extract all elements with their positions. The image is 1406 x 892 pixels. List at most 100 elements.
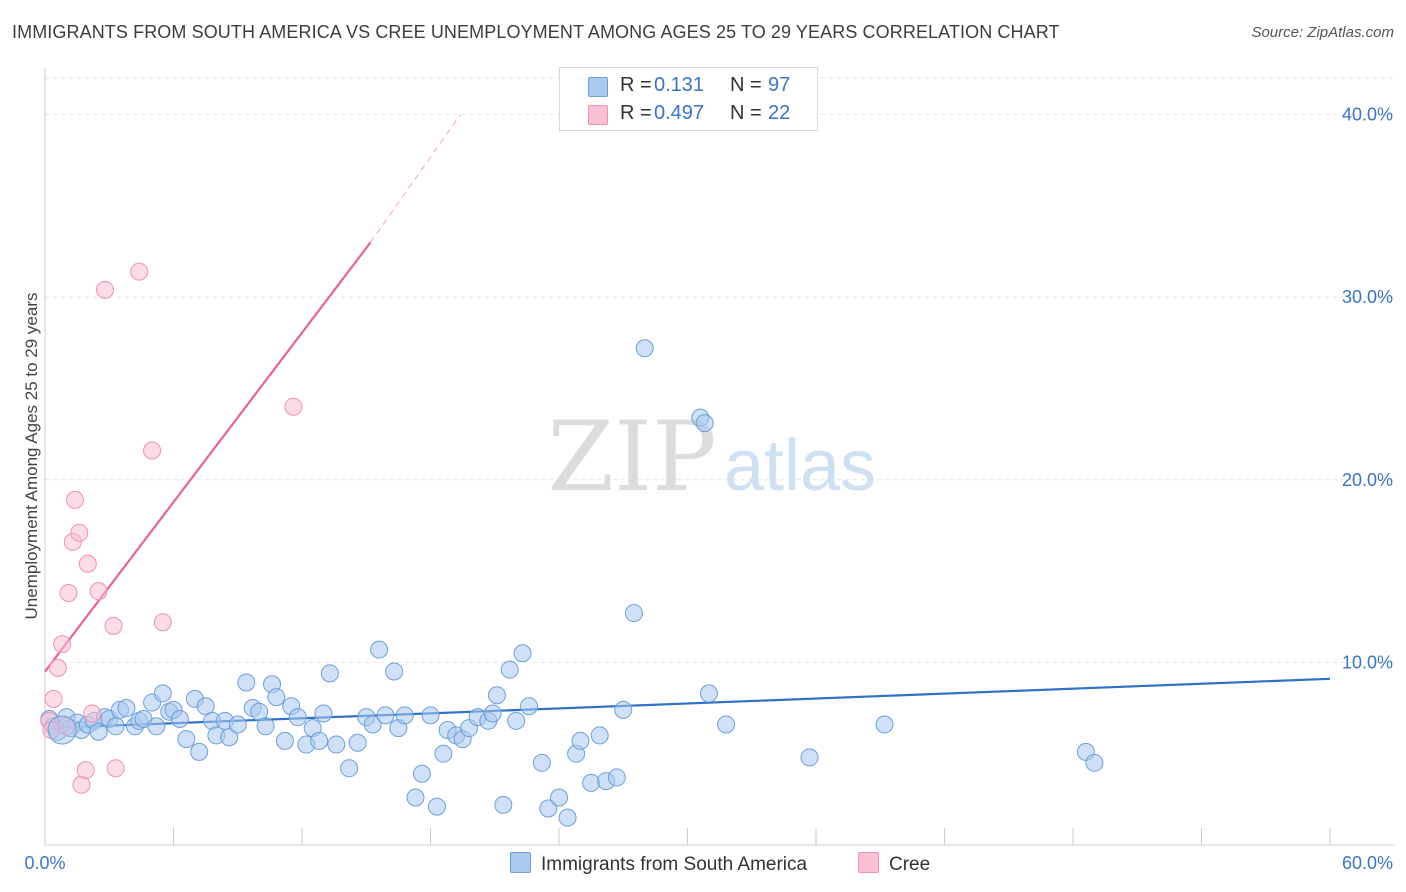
point-immigrants (190, 742, 209, 761)
point-immigrants (1085, 753, 1104, 772)
y-tick-label: 10.0% (1342, 652, 1393, 672)
legend-swatch-cree (588, 105, 608, 125)
legend-swatch-immigrants (588, 77, 608, 97)
point-immigrants (256, 717, 275, 736)
watermark-zip: ZIP (547, 401, 716, 513)
point-immigrants (395, 706, 414, 725)
legend: R = 0.131 N = 97 R = 0.497 N = 22 (559, 67, 818, 131)
legend-n-value: 22 (768, 102, 791, 124)
point-immigrants (267, 688, 286, 707)
point-cree (59, 583, 78, 602)
point-immigrants (406, 788, 425, 807)
point-immigrants (487, 686, 506, 705)
y-tick-label: 20.0% (1342, 470, 1393, 490)
point-immigrants (363, 715, 382, 734)
point-immigrants (237, 673, 256, 692)
x-tick-label: 0.0% (24, 853, 65, 873)
point-cree (44, 689, 63, 708)
point-immigrants (558, 808, 577, 827)
point-immigrants (614, 700, 633, 719)
point-immigrants (275, 731, 294, 750)
point-immigrants (153, 684, 172, 703)
point-immigrants (582, 773, 601, 792)
legend-n-label: N = (730, 74, 762, 96)
point-immigrants (532, 753, 551, 772)
legend-n-value: 97 (768, 74, 791, 96)
point-immigrants (520, 697, 539, 716)
chart-title: IMMIGRANTS FROM SOUTH AMERICA VS CREE UN… (12, 22, 1060, 42)
point-immigrants (507, 711, 526, 730)
point-cree (89, 582, 108, 601)
legend-r-value: 0.131 (654, 74, 705, 96)
bottom-legend-swatch-immigrants (510, 852, 531, 873)
point-cree (53, 635, 72, 654)
point-immigrants (220, 728, 239, 747)
point-immigrants (106, 717, 125, 736)
watermark-atlas: atlas (724, 426, 876, 506)
point-immigrants (699, 684, 718, 703)
point-cree (106, 759, 125, 778)
point-cree (65, 490, 84, 509)
trend-line-extension (370, 114, 461, 243)
bottom-legend-label: Cree (889, 854, 931, 875)
point-immigrants (434, 744, 453, 763)
point-immigrants (348, 733, 367, 752)
tick-labels: 10.0% 20.0% 30.0% 40.0% 0.0% 60.0% (24, 105, 1393, 873)
point-immigrants (624, 604, 643, 623)
point-immigrants (875, 715, 894, 734)
point-immigrants (177, 730, 196, 749)
bottom-legend-cree: Cree (858, 852, 930, 876)
point-immigrants (800, 748, 819, 767)
point-immigrants (494, 795, 513, 814)
gridlines (45, 77, 1395, 663)
bottom-legend-immigrants: Immigrants from South America (510, 852, 807, 876)
bottom-legend-label: Immigrants from South America (541, 854, 808, 875)
point-immigrants (320, 664, 339, 683)
legend-r-value: 0.497 (654, 102, 705, 124)
trend-line (44, 241, 372, 673)
point-immigrants (370, 640, 389, 659)
legend-r-label: R = (620, 74, 652, 96)
point-immigrants (412, 764, 431, 783)
point-immigrants (513, 644, 532, 663)
point-immigrants (314, 704, 333, 723)
point-immigrants (550, 788, 568, 807)
point-cree (104, 616, 123, 635)
point-cree (284, 397, 303, 416)
point-cree (95, 280, 114, 299)
point-immigrants (590, 726, 609, 745)
point-immigrants (340, 759, 359, 778)
point-cree (130, 262, 149, 281)
point-immigrants (385, 662, 404, 681)
point-immigrants (427, 797, 446, 816)
point-cree (78, 554, 97, 573)
legend-row-immigrants: R = 0.131 N = 97 (560, 72, 817, 100)
point-cree (48, 658, 67, 677)
point-immigrants (310, 731, 329, 750)
point-immigrants (483, 704, 502, 723)
point-immigrants (717, 715, 736, 734)
point-cree (153, 613, 172, 632)
point-immigrants (376, 706, 395, 725)
source-credit: Source: ZipAtlas.com (1251, 24, 1394, 41)
point-immigrants (117, 699, 136, 718)
legend-row-cree: R = 0.497 N = 22 (560, 100, 817, 128)
y-tick-label: 40.0% (1342, 105, 1393, 125)
point-cree (76, 761, 95, 780)
y-tick-label: 30.0% (1342, 287, 1393, 307)
bottom-legend-swatch-cree (858, 852, 879, 873)
point-immigrants (421, 706, 440, 725)
point-immigrants (539, 799, 558, 818)
watermark: ZIP atlas (547, 401, 876, 513)
point-cree (143, 441, 162, 460)
point-immigrants (170, 709, 189, 728)
point-cree (83, 704, 102, 723)
legend-n-label: N = (730, 102, 762, 124)
point-immigrants (695, 414, 714, 433)
point-immigrants (228, 715, 247, 734)
legend-r-label: R = (620, 102, 652, 124)
x-tick-label: 60.0% (1342, 853, 1393, 873)
point-immigrants (327, 735, 346, 754)
point-immigrants (288, 708, 307, 727)
